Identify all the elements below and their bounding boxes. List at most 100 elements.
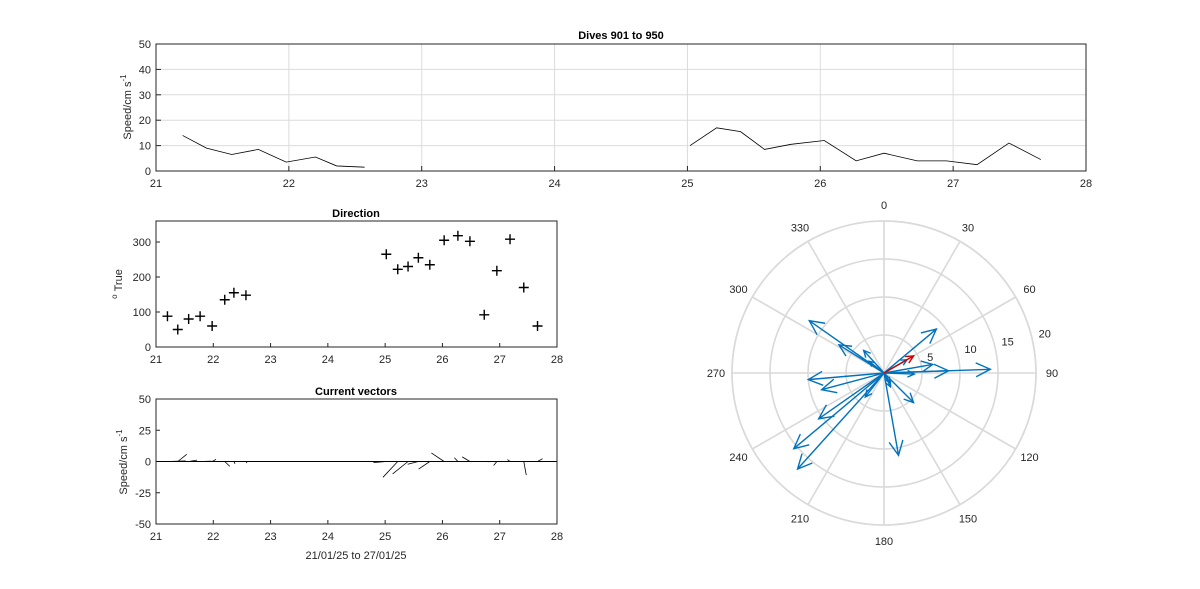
arrow-shaft <box>821 372 885 391</box>
speed-ytick-label: 0 <box>145 166 151 178</box>
current-arrow <box>883 363 951 379</box>
direction-point <box>392 264 403 275</box>
arrow-head <box>884 376 891 385</box>
current-vector <box>493 461 498 466</box>
polar-spoke <box>807 240 885 374</box>
arrow-head <box>807 319 826 335</box>
speed-xtick-label: 27 <box>947 178 959 190</box>
direction-point <box>195 311 206 322</box>
direction-point <box>403 261 414 272</box>
current-arrow <box>883 360 935 374</box>
current-arrow <box>837 343 885 374</box>
polar-theta-label: 0 <box>881 200 887 212</box>
polar-theta-label: 180 <box>875 536 893 548</box>
vectors-xtick-label: 27 <box>494 531 506 543</box>
vectors-xtick-label: 21 <box>150 531 162 543</box>
direction-ytick-label: 100 <box>133 307 151 319</box>
arrow-head <box>888 439 904 457</box>
current-arrow <box>807 319 885 374</box>
direction-point <box>439 235 450 246</box>
speed-title: Dives 901 to 950 <box>578 30 664 42</box>
direction-axes-box <box>155 220 558 348</box>
direction-point <box>162 311 173 322</box>
arrow-head <box>792 433 810 450</box>
speed-xtick-label: 22 <box>283 178 295 190</box>
direction-ytick-label: 0 <box>145 342 151 354</box>
current-vector <box>373 461 387 463</box>
arrow-head <box>920 327 938 344</box>
arrow-head <box>820 378 838 394</box>
direction-ytick-label: 300 <box>133 237 151 249</box>
current-vector <box>177 453 187 462</box>
vectors-ytick-label: 25 <box>139 425 151 437</box>
polar-spoke <box>883 240 961 374</box>
speed-axes-box <box>155 43 1087 172</box>
polar-r-label: 5 <box>927 352 933 364</box>
direction-point <box>518 282 529 293</box>
speed-ytick-label: 50 <box>139 39 151 51</box>
arrow-head <box>806 370 824 386</box>
polar-theta-label: 150 <box>959 513 977 525</box>
direction-point <box>172 324 183 335</box>
polar-spoke <box>751 372 885 450</box>
vectors-axes-box <box>155 398 558 525</box>
speed-xtick-label: 24 <box>548 178 560 190</box>
current-arrow <box>883 372 904 457</box>
current-arrow <box>867 360 885 374</box>
current-arrow <box>796 372 885 471</box>
current-vector <box>462 456 471 462</box>
vectors-ytick-label: -25 <box>135 488 151 500</box>
direction-point <box>479 309 490 320</box>
polar-r-label: 15 <box>1002 336 1014 348</box>
speed-ytick-label: 10 <box>139 141 151 153</box>
direction-point <box>240 290 251 301</box>
direction-point <box>183 314 194 324</box>
polar-theta-label: 270 <box>707 368 725 380</box>
polar-r-label: 20 <box>1039 328 1051 340</box>
arrow-shaft <box>883 372 891 384</box>
direction-point <box>228 287 239 298</box>
polar-spoke <box>883 372 1017 450</box>
arrow-shaft <box>797 372 885 470</box>
polar-outline <box>731 220 1037 526</box>
speed-ytick-label: 30 <box>139 90 151 102</box>
speed-series-line <box>182 135 365 168</box>
speed-xtick-label: 26 <box>814 178 826 190</box>
speed-xtick-label: 25 <box>681 178 693 190</box>
direction-ytick-label: 200 <box>133 272 151 284</box>
speed-series-line <box>689 127 1042 166</box>
direction-xtick-label: 24 <box>322 354 334 366</box>
arrow-head <box>796 453 813 471</box>
arrow-shaft <box>883 363 933 374</box>
arrow-head <box>920 360 935 373</box>
vectors-xtick-label: 25 <box>379 531 391 543</box>
arrow-head <box>864 389 873 399</box>
vectors-ytick-label: 50 <box>139 394 151 406</box>
polar-theta-label: 120 <box>1020 452 1038 464</box>
vectors-xtick-label: 22 <box>207 531 219 543</box>
direction-title: Direction <box>332 208 380 220</box>
direction-xtick-label: 23 <box>264 354 276 366</box>
arrow-shaft <box>808 372 885 381</box>
vectors-title: Current vectors <box>315 386 397 398</box>
current-vector <box>523 461 527 476</box>
arrow-shaft <box>793 372 885 450</box>
latest-current-arrow <box>883 355 916 374</box>
current-vector <box>167 460 186 462</box>
current-arrow <box>792 372 885 450</box>
direction-point <box>413 252 424 263</box>
direction-xtick-label: 22 <box>207 354 219 366</box>
direction-point <box>452 230 463 241</box>
polar-theta-label: 240 <box>729 452 747 464</box>
speed-ytick-label: 40 <box>139 64 151 76</box>
current-vector <box>211 458 217 462</box>
current-vector <box>188 459 198 462</box>
current-arrow <box>864 372 885 399</box>
direction-xtick-label: 26 <box>436 354 448 366</box>
speed-xtick-label: 28 <box>1080 178 1092 190</box>
arrow-shaft <box>883 372 900 456</box>
direction-point <box>207 321 218 331</box>
arrow-head <box>837 343 853 357</box>
direction-point <box>424 259 435 270</box>
